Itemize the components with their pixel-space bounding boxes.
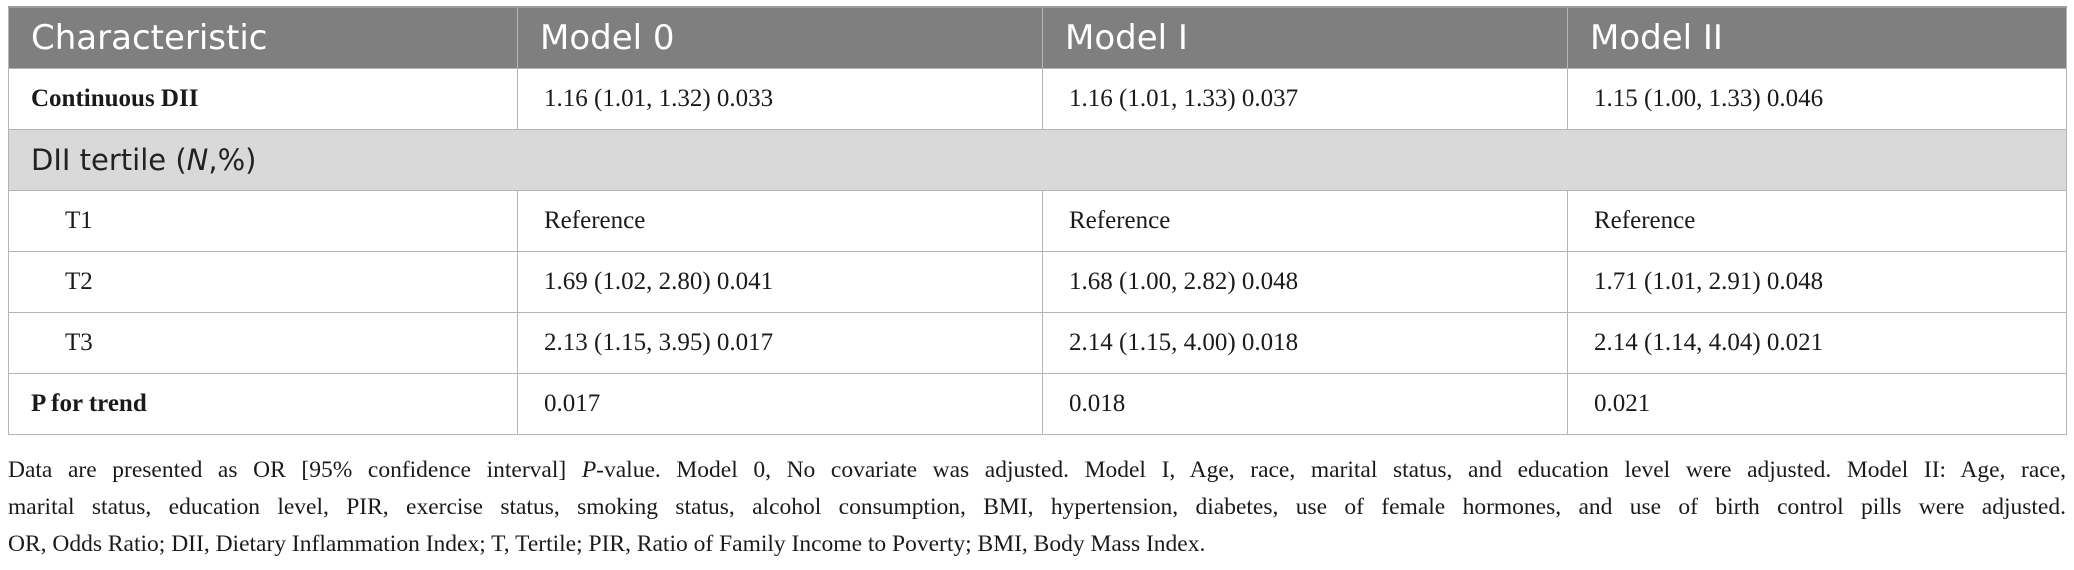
results-table: Characteristic Model 0 Model I Model II … bbox=[8, 6, 2067, 435]
table-cell: 0.017 bbox=[517, 373, 1043, 435]
footnote-line-2: marital status, education level, PIR, ex… bbox=[8, 494, 2066, 520]
table-cell: 2.13 (1.15, 3.95) 0.017 bbox=[517, 312, 1043, 374]
results-table-container: Characteristic Model 0 Model I Model II … bbox=[8, 6, 2067, 435]
row-label: T2 bbox=[8, 251, 518, 313]
table-cell: 1.16 (1.01, 1.33) 0.037 bbox=[1042, 68, 1568, 130]
table-cell: 1.71 (1.01, 2.91) 0.048 bbox=[1567, 251, 2067, 313]
table-cell: 0.021 bbox=[1567, 373, 2067, 435]
footnote-italic-p: P bbox=[581, 457, 597, 483]
section-label-suffix: ,%) bbox=[208, 143, 257, 177]
table-cell: 1.69 (1.02, 2.80) 0.041 bbox=[517, 251, 1043, 313]
table-cell: Reference bbox=[517, 190, 1043, 252]
table-row: P for trend 0.017 0.018 0.021 bbox=[8, 373, 2067, 435]
header-model-0: Model 0 bbox=[517, 6, 1043, 69]
table-cell: 2.14 (1.14, 4.04) 0.021 bbox=[1567, 312, 2067, 374]
table-row: T3 2.13 (1.15, 3.95) 0.017 2.14 (1.15, 4… bbox=[8, 312, 2067, 374]
table-cell: Reference bbox=[1042, 190, 1568, 252]
table-row: Continuous DII 1.16 (1.01, 1.32) 0.033 1… bbox=[8, 68, 2067, 130]
footnote-line-1: Data are presented as OR [95% confidence… bbox=[8, 452, 2066, 489]
table-row: T1 Reference Reference Reference bbox=[8, 190, 2067, 252]
header-model-ii: Model II bbox=[1567, 6, 2067, 69]
row-label: P for trend bbox=[8, 373, 518, 435]
footnote-line-3: OR, Odds Ratio; DII, Dietary Inflammatio… bbox=[8, 531, 1206, 557]
header-row: Characteristic Model 0 Model I Model II bbox=[8, 6, 2067, 69]
table-cell: 1.16 (1.01, 1.32) 0.033 bbox=[517, 68, 1043, 130]
row-label: T1 bbox=[8, 190, 518, 252]
footnote-text: -value. Model 0, No covariate was adjust… bbox=[596, 457, 2067, 483]
header-characteristic: Characteristic bbox=[8, 6, 518, 69]
table-cell: 0.018 bbox=[1042, 373, 1568, 435]
section-label-prefix: DII tertile ( bbox=[31, 143, 187, 177]
footnote-text: Data are presented as OR [95% confidence… bbox=[8, 457, 582, 483]
section-label: DII tertile (N,%) bbox=[8, 129, 2067, 191]
table-cell: 1.68 (1.00, 2.82) 0.048 bbox=[1042, 251, 1568, 313]
table-row: T2 1.69 (1.02, 2.80) 0.041 1.68 (1.00, 2… bbox=[8, 251, 2067, 313]
table-footnote: Data are presented as OR [95% confidence… bbox=[8, 452, 2066, 563]
section-row: DII tertile (N,%) bbox=[8, 129, 2067, 191]
table-cell: 2.14 (1.15, 4.00) 0.018 bbox=[1042, 312, 1568, 374]
table-cell: 1.15 (1.00, 1.33) 0.046 bbox=[1567, 68, 2067, 130]
row-label: T3 bbox=[8, 312, 518, 374]
row-label: Continuous DII bbox=[8, 68, 518, 130]
section-label-italic: N bbox=[186, 143, 209, 177]
table-cell: Reference bbox=[1567, 190, 2067, 252]
header-model-i: Model I bbox=[1042, 6, 1568, 69]
